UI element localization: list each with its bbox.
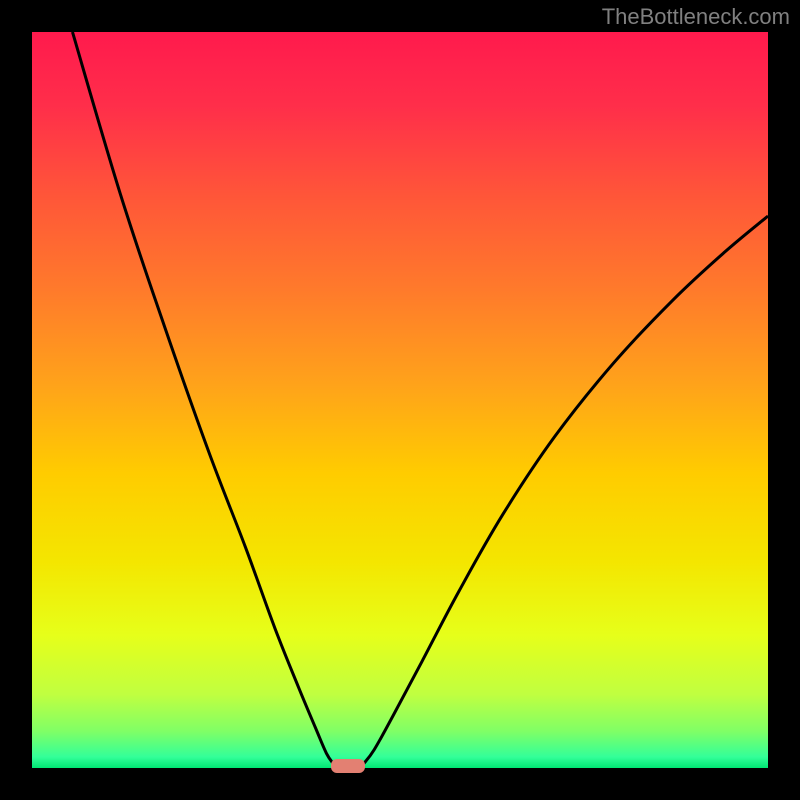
curve-right-branch <box>363 216 768 764</box>
curve-left-branch <box>72 32 333 764</box>
optimum-marker <box>331 759 365 773</box>
watermark-text: TheBottleneck.com <box>602 4 790 30</box>
plot-area <box>32 32 768 768</box>
bottleneck-curve <box>32 32 768 768</box>
